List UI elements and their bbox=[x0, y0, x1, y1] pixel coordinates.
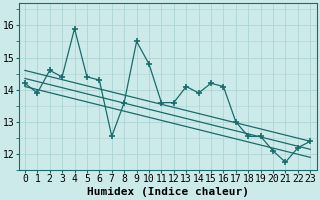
X-axis label: Humidex (Indice chaleur): Humidex (Indice chaleur) bbox=[87, 187, 249, 197]
